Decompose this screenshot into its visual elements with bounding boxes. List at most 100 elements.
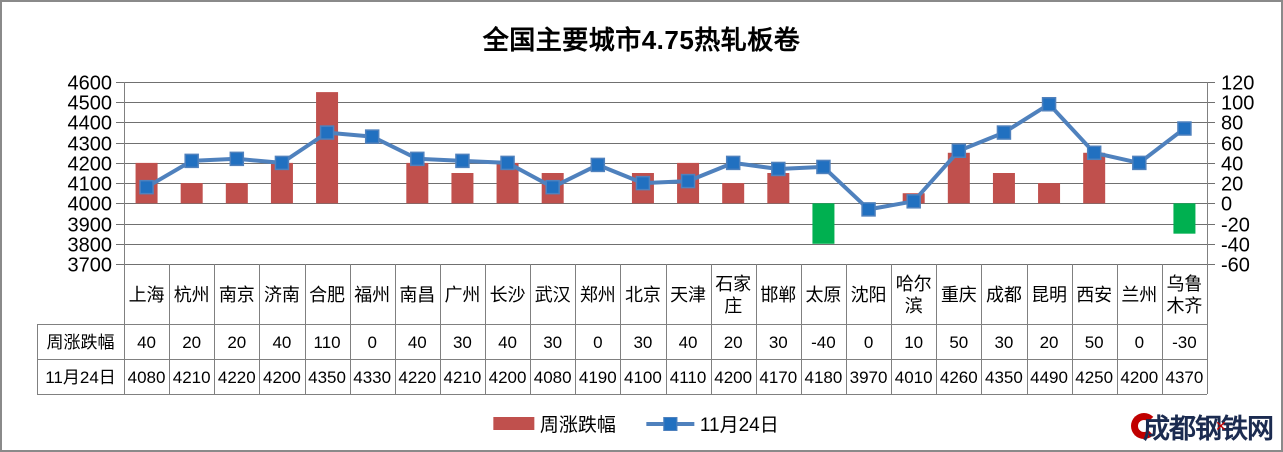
table-cell-price: 4210 xyxy=(444,368,482,387)
city-label: 天津 xyxy=(670,285,706,305)
table-cell-change: 30 xyxy=(453,333,472,352)
price-marker xyxy=(410,151,425,167)
left-axis-label: 3900 xyxy=(68,215,113,237)
table-cell-change: 110 xyxy=(314,333,341,352)
city-label: 兰州 xyxy=(1121,285,1157,305)
bar xyxy=(1038,183,1061,204)
city-label: 武汉 xyxy=(535,285,571,305)
bar xyxy=(992,173,1015,204)
table-cell-price: 4170 xyxy=(759,368,797,387)
watermark-logo: 成都钢铁网 ✕ xyxy=(1131,407,1274,445)
marker-sample xyxy=(662,417,677,431)
table-cell-price: 4080 xyxy=(128,368,166,387)
city-label: 南京 xyxy=(219,285,255,305)
left-axis-label: 4000 xyxy=(68,194,113,216)
table-cell-price: 4350 xyxy=(308,368,346,387)
city-label: 乌鲁 xyxy=(1166,274,1202,294)
table-cell-change: 20 xyxy=(182,333,201,352)
left-axis-label: 3700 xyxy=(68,255,113,277)
city-label: 哈尔 xyxy=(896,274,932,294)
price-marker xyxy=(635,175,651,191)
city-label: 福州 xyxy=(354,285,390,305)
right-axis-label: 80 xyxy=(1221,113,1243,135)
table-cell-price: 4200 xyxy=(1120,368,1158,387)
table-cell-change: 30 xyxy=(769,333,788,352)
table-cell-price: 4220 xyxy=(398,368,436,387)
city-label: 南昌 xyxy=(399,285,435,305)
right-axis-label: -60 xyxy=(1221,255,1250,277)
legend-bar-label: 周涨跌幅 xyxy=(539,415,616,436)
price-marker xyxy=(1132,155,1147,171)
bar xyxy=(406,162,429,204)
city-label: 滨 xyxy=(905,296,923,316)
table-cell-change: 40 xyxy=(679,333,698,352)
price-marker xyxy=(725,155,741,171)
city-label: 成都 xyxy=(986,285,1022,305)
price-marker xyxy=(1041,96,1057,112)
city-label: 广州 xyxy=(444,285,480,305)
table-cell-change: 30 xyxy=(633,333,652,352)
bar xyxy=(1083,152,1106,204)
table-cell-change: 20 xyxy=(1040,333,1059,352)
bar xyxy=(1173,203,1196,234)
table-cell-change: 50 xyxy=(1085,333,1104,352)
table-cell-price: 4250 xyxy=(1075,368,1113,387)
table-cell-price: 4350 xyxy=(985,368,1023,387)
city-label: 重庆 xyxy=(941,285,977,305)
bar xyxy=(270,162,293,204)
left-axis-label: 3800 xyxy=(68,235,113,257)
table-cell-price: 4190 xyxy=(579,368,617,387)
city-label: 太原 xyxy=(805,285,841,305)
price-marker xyxy=(996,125,1012,140)
bar xyxy=(180,183,203,204)
table-cell-price: 4010 xyxy=(895,368,933,387)
price-marker xyxy=(455,153,470,169)
watermark-c-icon xyxy=(1131,413,1157,439)
bar xyxy=(767,173,790,204)
table-cell-change: -40 xyxy=(811,333,836,352)
price-marker xyxy=(500,155,515,171)
city-label: 杭州 xyxy=(174,285,210,305)
price-marker xyxy=(184,153,199,169)
legend-item-bar: 周涨跌幅 xyxy=(492,410,616,437)
table-cell-price: 4490 xyxy=(1030,368,1068,387)
table-cell-change: 30 xyxy=(994,333,1013,352)
right-axis-label: 0 xyxy=(1221,194,1232,216)
table-cell-change: 40 xyxy=(498,333,517,352)
table-cell-change: 0 xyxy=(593,333,602,352)
price-marker xyxy=(229,151,245,167)
price-line xyxy=(144,102,1187,212)
bar-series-swatch-icon xyxy=(492,417,534,430)
price-marker xyxy=(139,179,154,195)
right-axis-label: 40 xyxy=(1221,154,1243,176)
legend-item-line: 11月24日 xyxy=(645,410,779,437)
legend-line-label: 11月24日 xyxy=(699,415,779,436)
bar xyxy=(722,183,745,204)
table-cell-price: 4220 xyxy=(218,368,256,387)
bar xyxy=(225,183,248,204)
table-cell-change: 0 xyxy=(864,333,873,352)
table-cell-change: 0 xyxy=(1135,333,1144,352)
table-cell-price: 4200 xyxy=(263,368,301,387)
right-axis-label: 120 xyxy=(1221,73,1254,95)
left-axis-label: 4600 xyxy=(68,73,113,95)
price-marker xyxy=(1086,145,1102,161)
bar xyxy=(316,92,339,204)
city-label: 邯郸 xyxy=(760,285,796,305)
table-cell-change: 40 xyxy=(272,333,291,352)
right-axis-label: -40 xyxy=(1221,235,1250,257)
price-marker xyxy=(319,125,335,140)
right-axis-label: 60 xyxy=(1221,134,1243,156)
table-cell-price: 4110 xyxy=(670,368,707,387)
price-marker xyxy=(861,202,876,217)
legend: 周涨跌幅 11月24日 xyxy=(492,410,779,437)
left-axis-label: 4500 xyxy=(68,93,113,115)
city-label: 合肥 xyxy=(309,285,345,305)
right-axis-label: 20 xyxy=(1221,174,1243,196)
table-cell-price: 4080 xyxy=(534,368,572,387)
table-cell-change: 40 xyxy=(408,333,427,352)
city-label: 木齐 xyxy=(1166,296,1202,316)
bar xyxy=(496,162,519,204)
table-cell-change: -30 xyxy=(1172,333,1197,352)
